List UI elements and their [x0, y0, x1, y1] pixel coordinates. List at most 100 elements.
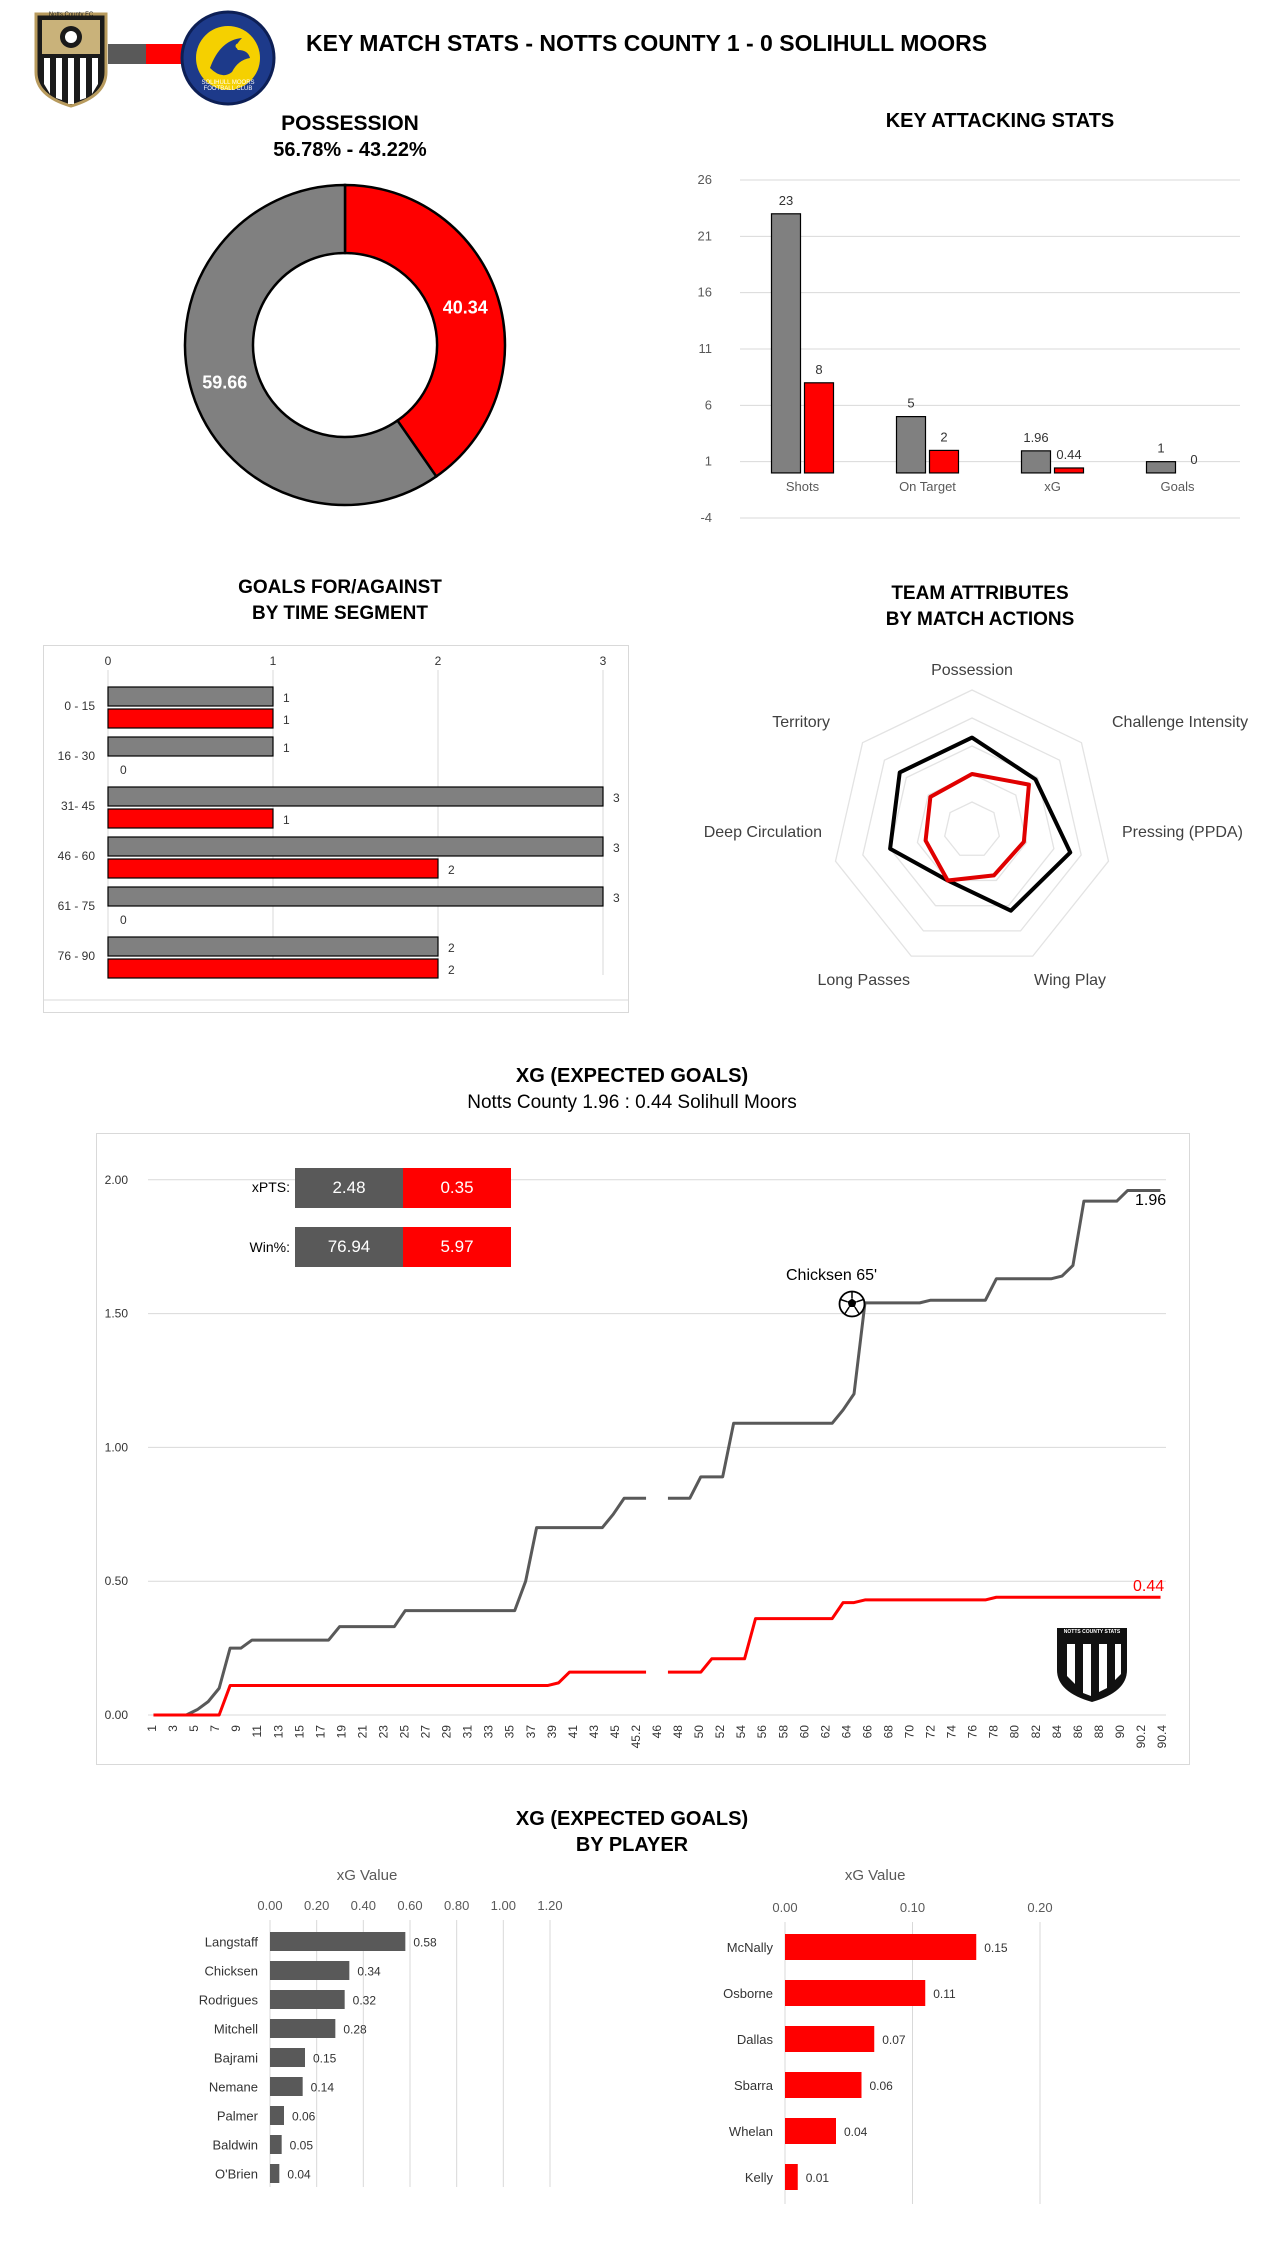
- player-xg-value-label: 0.07: [882, 2033, 906, 2047]
- goals-time-bar-for: [107, 736, 274, 757]
- xg-xtick-label: 56: [755, 1725, 769, 1739]
- radar-grid-ring: [943, 801, 1001, 856]
- xg-xtick-label: 80: [1008, 1725, 1022, 1739]
- goals-time-value-label: 1: [283, 813, 290, 827]
- player-xg-xtick-label: 0.20: [304, 1898, 329, 1913]
- xg-xtick-label: 78: [987, 1725, 1001, 1739]
- goals-time-bar-for: [107, 686, 274, 707]
- attack-category-label: On Target: [899, 479, 956, 494]
- xg-xtick-label: 1: [145, 1725, 159, 1732]
- player-name-label: Baldwin: [212, 2138, 258, 2153]
- goals-time-value-label: 2: [448, 863, 455, 877]
- goals-time-xtick-label: 1: [270, 654, 277, 668]
- radar-grid-ring: [834, 689, 1110, 957]
- xg-xtick-label: 23: [376, 1725, 390, 1739]
- player-xg-bar: [270, 2048, 305, 2067]
- player-xg-bar: [785, 2164, 798, 2190]
- attack-value-label: 0.44: [1056, 447, 1081, 462]
- player-xg-value-label: 0.34: [357, 1965, 381, 1979]
- player-xg-value-label: 0.15: [984, 1941, 1008, 1955]
- xg-xtick-label: 90.4: [1155, 1725, 1169, 1749]
- player-name-label: Dallas: [737, 2032, 774, 2047]
- goals-time-value-label: 0: [120, 913, 127, 927]
- attack-value-label: 0: [1190, 452, 1197, 467]
- xg-ytick-label: 0.00: [105, 1708, 129, 1722]
- donut-value-label: 40.34: [443, 297, 488, 317]
- player-xg-value-label: 0.15: [313, 2052, 337, 2066]
- xg-end-away-label: 0.44: [1133, 1578, 1165, 1595]
- goals-time-category-label: 0 - 15: [64, 699, 95, 713]
- xg-timeline-line-chart: 0.000.501.001.502.001 3 5 7 9 11 13 15 17 19 21 23 2…: [105, 1173, 1169, 1749]
- player-name-label: Rodrigues: [199, 1993, 259, 2008]
- attack-category-label: Goals: [1161, 479, 1195, 494]
- xpts-away-box: 0.35: [403, 1168, 511, 1208]
- radar-axis-label: Pressing (PPDA): [1122, 824, 1243, 841]
- player-name-label: O'Brien: [215, 2167, 258, 2182]
- donut-slice-away: [343, 183, 507, 479]
- player-xg-xtick-label: 1.20: [537, 1898, 562, 1913]
- attack-bar-home: [1020, 450, 1052, 474]
- possession-title: POSSESSION: [281, 112, 419, 135]
- win-pct-away-box: 5.97: [403, 1227, 511, 1267]
- radar-series-away: [923, 772, 1031, 883]
- player-xg-bar: [270, 2106, 284, 2125]
- xg-line-home: [153, 1496, 647, 1717]
- radar-axis-label: Possession: [931, 662, 1013, 679]
- possession-subtitle: 56.78% - 43.22%: [273, 139, 427, 161]
- xg-players-title-1: XG (EXPECTED GOALS): [515, 1808, 749, 1830]
- xg-xtick-label: 33: [482, 1725, 496, 1739]
- xg-xtick-label: 84: [1050, 1725, 1064, 1739]
- player-xg-bar: [785, 2118, 836, 2144]
- header: Notts County FC SOLIHULL MOORS FOOTBALL …: [0, 0, 1264, 110]
- xg-xtick-label: 46: [650, 1725, 664, 1739]
- xg-xtick-label: 52: [713, 1725, 727, 1739]
- player-xg-bar: [270, 2164, 280, 2183]
- player-name-label: Chicksen: [205, 1964, 258, 1979]
- goals-time-bar-for: [107, 936, 439, 957]
- player-xg-value-label: 0.11: [933, 1987, 956, 2001]
- player-xg-bar: [785, 2072, 862, 2098]
- xg-xtick-label: 37: [524, 1725, 538, 1739]
- xg-xtick-label: 60: [797, 1725, 811, 1739]
- goals-time-category-label: 16 - 30: [58, 749, 96, 763]
- home-crest-caption: Notts County FC: [48, 12, 94, 18]
- player-xg-bar: [270, 1932, 406, 1951]
- away-colour-strip: [146, 44, 186, 64]
- goals-time-value-label: 1: [283, 691, 290, 705]
- player-xg-xtick-label: 0.00: [257, 1898, 282, 1913]
- attack-value-label: 1: [1157, 441, 1164, 456]
- xg-xtick-label: 86: [1071, 1725, 1085, 1739]
- attack-ytick-label: 26: [698, 172, 712, 187]
- win-pct-home-box: 76.94: [295, 1227, 403, 1267]
- player-xg-value-label: 0.06: [870, 2079, 894, 2093]
- player-xg-axis-title: xG Value: [845, 1867, 906, 1884]
- goals-time-xtick-label: 2: [435, 654, 442, 668]
- player-xg-bar: [785, 1980, 926, 2006]
- win-pct-label: Win%:: [249, 1239, 290, 1255]
- attack-value-label: 2: [940, 429, 947, 444]
- xg-xtick-label: 27: [419, 1725, 433, 1739]
- xg-xtick-label: 45: [608, 1725, 622, 1739]
- player-name-label: Palmer: [217, 2109, 259, 2124]
- xg-timeline-title: XG (EXPECTED GOALS): [515, 1065, 749, 1087]
- xg-xtick-label: 72: [924, 1725, 938, 1739]
- player-xg-bar: [785, 2026, 875, 2052]
- attack-ytick-label: 16: [698, 285, 712, 300]
- goals-time-value-label: 2: [448, 941, 455, 955]
- player-xg-value-label: 0.06: [292, 2110, 316, 2124]
- player-name-label: Sbarra: [734, 2078, 774, 2093]
- home-player-xg-chart: xG Value 0.00 0.20 0.40 0.60 0.80 1.00 1.20 Lang…: [199, 1867, 563, 2187]
- goals-time-frame: [43, 645, 629, 1013]
- xg-xtick-label: 76: [966, 1725, 980, 1739]
- attack-bar-home: [895, 416, 927, 474]
- radar-grid-ring: [889, 745, 1055, 907]
- player-name-label: Osborne: [723, 1986, 773, 2001]
- xg-ytick-label: 2.00: [105, 1173, 129, 1187]
- radar-axis-label: Long Passes: [817, 972, 910, 989]
- possession-donut-chart: 40.34 59.66: [183, 183, 507, 507]
- player-xg-value-label: 0.01: [806, 2171, 830, 2185]
- page-title: KEY MATCH STATS - NOTTS COUNTY 1 - 0 SOL…: [306, 30, 988, 56]
- goals-time-bar-against: [107, 858, 439, 879]
- attacking-title: KEY ATTACKING STATS: [885, 110, 1115, 132]
- xg-xtick-label: 74: [945, 1725, 959, 1739]
